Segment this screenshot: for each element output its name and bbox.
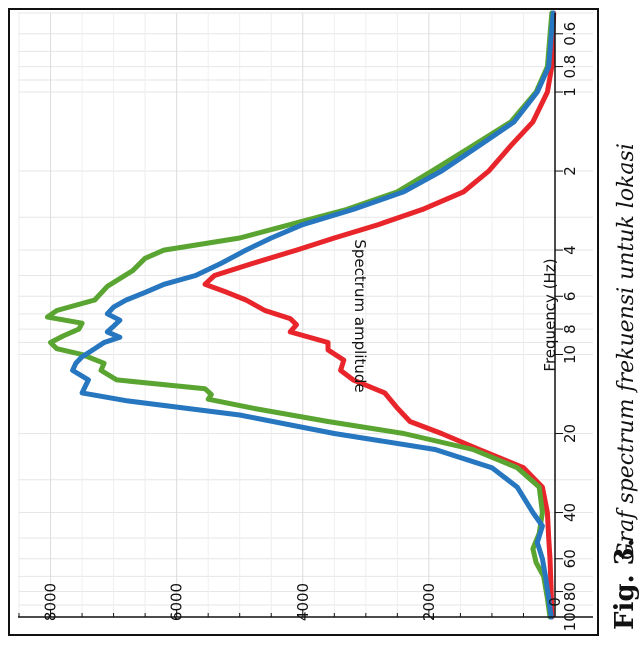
caption-label: Fig. 3. [610, 538, 640, 630]
caption-text: Graf spectrum frekuensi untuk lokasi [614, 143, 639, 560]
x-tick-label: 0.6 [561, 22, 579, 46]
chart-frame [8, 8, 599, 636]
x-tick-label: 40 [561, 503, 579, 522]
series-line-3 [70, 10, 556, 620]
y-tick-label: 8000 [42, 583, 60, 621]
x-axis-title: Frequency (Hz) [541, 258, 559, 371]
x-tick-label: 2 [561, 166, 579, 176]
x-tick-label: 80 [561, 582, 579, 601]
y-tick-label: 6000 [168, 583, 186, 621]
y-tick-label: 4000 [294, 583, 312, 621]
axes [18, 13, 593, 618]
x-tick-label: 0.8 [561, 55, 579, 79]
y-axis-title: Spectrum amplitude [351, 239, 369, 392]
x-tick-label: 8 [561, 324, 579, 334]
x-tick-label: 6 [561, 292, 579, 302]
y-tick-label: 2000 [420, 583, 438, 621]
x-tick-label: 10 [561, 345, 579, 364]
x-tick-label: 1 [561, 87, 579, 97]
series-layer [44, 10, 557, 620]
series-line-1 [202, 10, 557, 620]
x-tick-label: 4 [561, 245, 579, 255]
x-tick-label: 20 [561, 424, 579, 443]
x-tick-label: 60 [561, 549, 579, 568]
tick-layer: 0.60.81246810204060801000200040006000800… [18, 22, 579, 631]
